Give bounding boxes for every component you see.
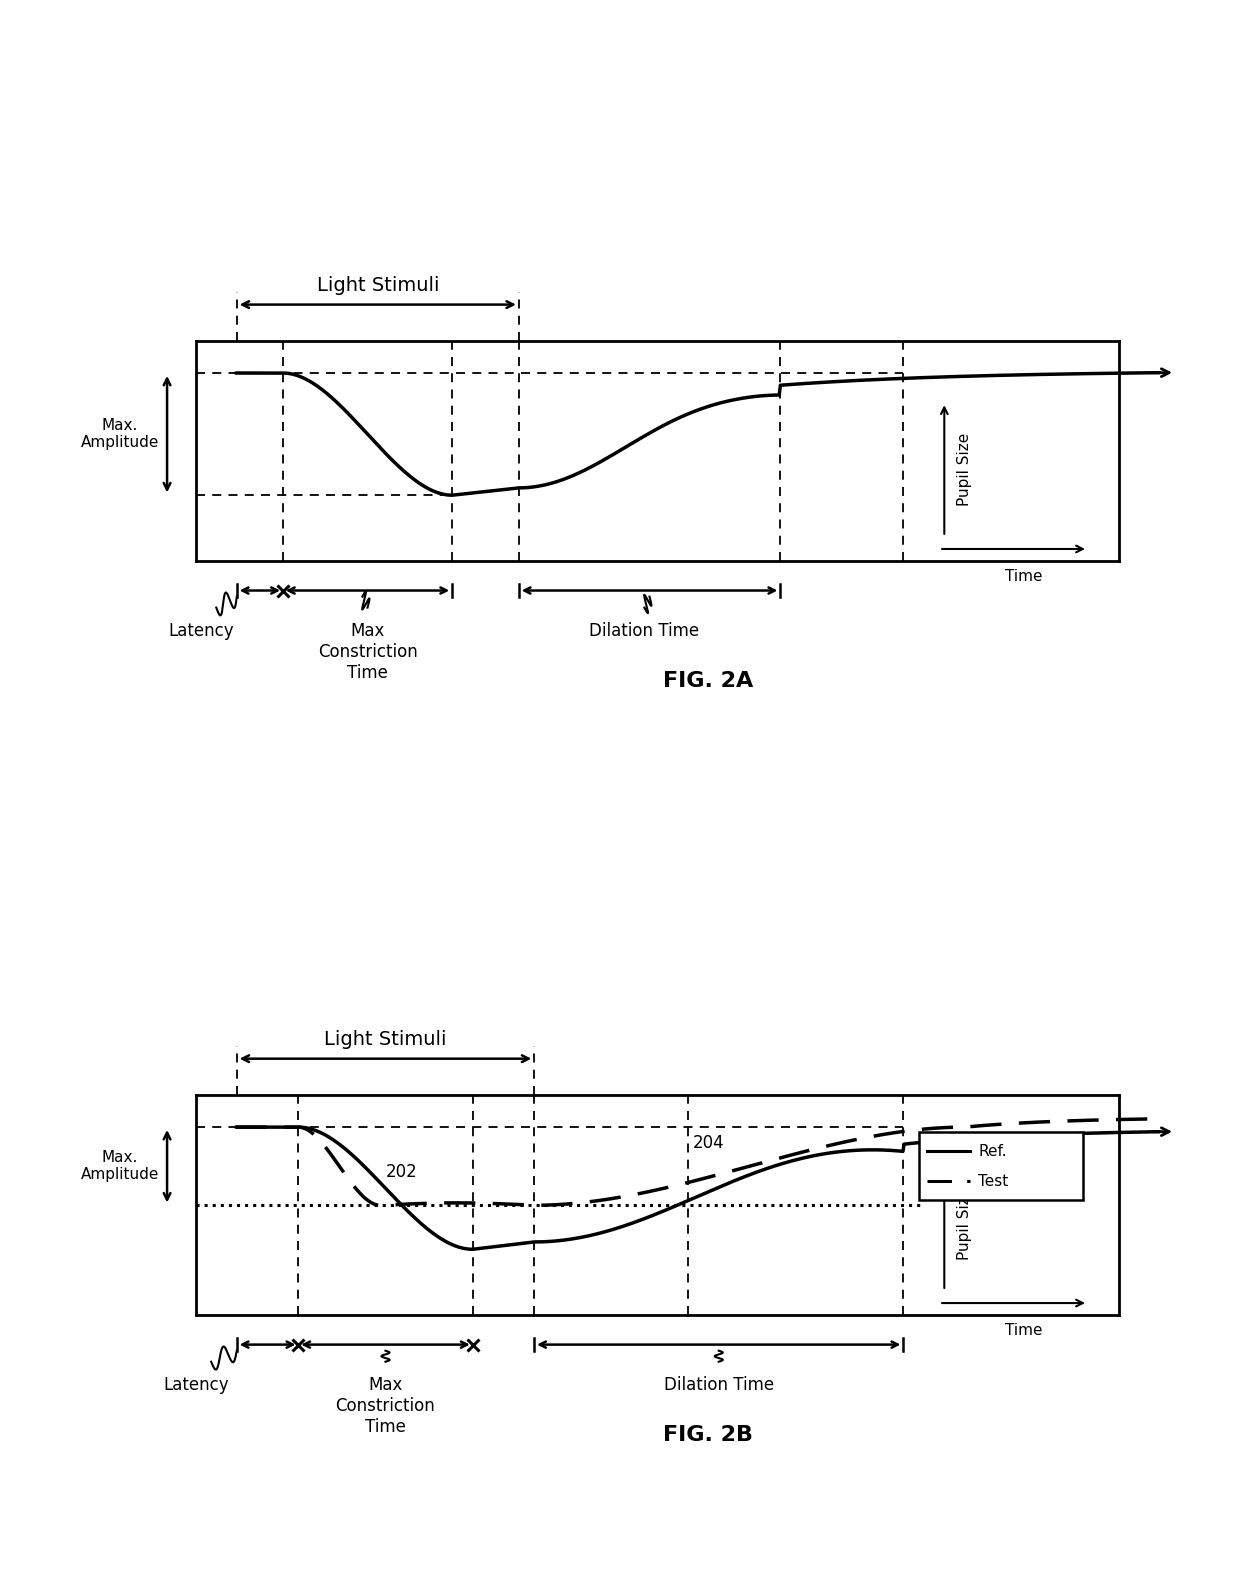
- Text: Max.
Amplitude: Max. Amplitude: [81, 418, 159, 451]
- Text: Time: Time: [1006, 1323, 1043, 1337]
- Text: FIG. 2B: FIG. 2B: [663, 1425, 754, 1445]
- Text: Light Stimuli: Light Stimuli: [324, 1031, 446, 1049]
- Text: Ref.: Ref.: [978, 1144, 1007, 1159]
- Text: Pupil Size: Pupil Size: [956, 434, 972, 506]
- Text: Max
Constriction
Time: Max Constriction Time: [336, 1376, 435, 1436]
- Text: Light Stimuli: Light Stimuli: [316, 276, 439, 295]
- Text: FIG. 2A: FIG. 2A: [663, 671, 754, 691]
- Text: 204: 204: [693, 1134, 724, 1152]
- Text: Dilation Time: Dilation Time: [663, 1376, 774, 1395]
- Text: Test: Test: [978, 1174, 1008, 1189]
- FancyBboxPatch shape: [919, 1133, 1083, 1200]
- Text: 202: 202: [386, 1163, 417, 1181]
- Text: Latency: Latency: [162, 1376, 228, 1395]
- Text: Latency: Latency: [169, 622, 233, 641]
- Text: Dilation Time: Dilation Time: [589, 622, 699, 641]
- Text: Pupil Size: Pupil Size: [956, 1188, 972, 1260]
- Text: Time: Time: [1006, 569, 1043, 583]
- Text: Max.
Amplitude: Max. Amplitude: [81, 1150, 159, 1183]
- Text: Max
Constriction
Time: Max Constriction Time: [317, 622, 418, 682]
